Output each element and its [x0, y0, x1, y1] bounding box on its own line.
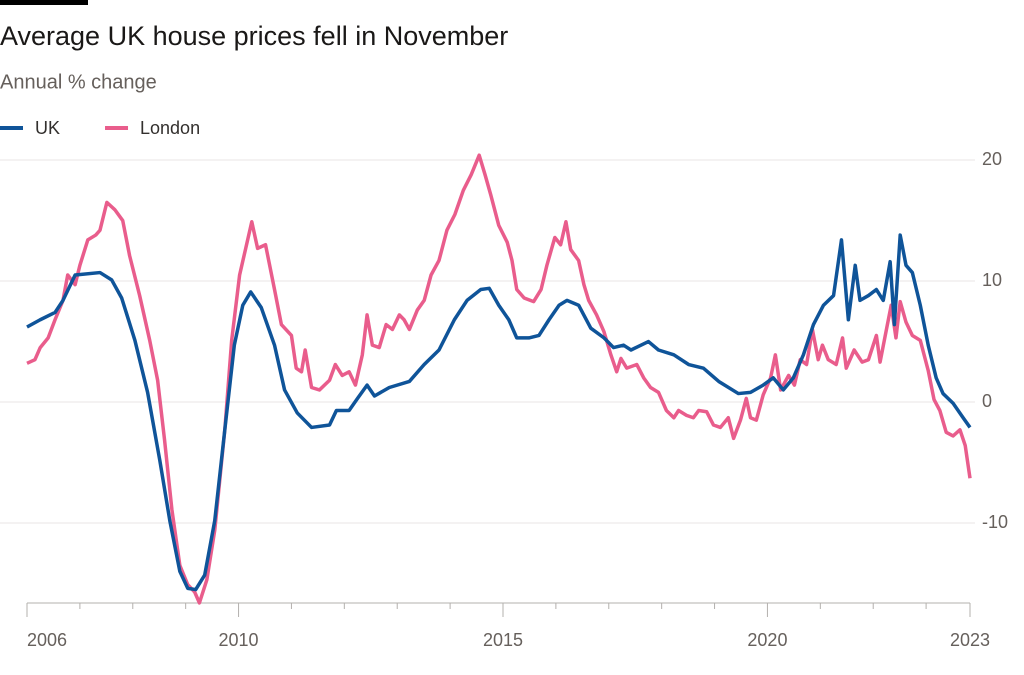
y-tick-label: -10 [982, 512, 1008, 532]
legend-label: UK [35, 118, 60, 138]
lines [26, 153, 972, 605]
y-tick-label: 10 [982, 270, 1002, 290]
y-tick-label: 0 [982, 391, 992, 411]
x-tick-label: 2023 [950, 630, 990, 650]
y-tick-label: 20 [982, 149, 1002, 169]
legend: UK London [0, 118, 200, 138]
x-tick-label: 2010 [219, 630, 259, 650]
line-series [26, 153, 972, 605]
grid: -10 0 10 20 2006 2010 2015 2020 2023 [0, 149, 1008, 650]
legend-label: London [140, 118, 200, 138]
x-tick-label: 2015 [483, 630, 523, 650]
x-tick-label: 2006 [27, 630, 67, 650]
line-series [26, 233, 972, 592]
x-tick-label: 2020 [747, 630, 787, 650]
brand-bar [0, 0, 88, 5]
chart-subtitle: Annual % change [0, 71, 157, 93]
chart-title: Average UK house prices fell in November [0, 21, 508, 51]
